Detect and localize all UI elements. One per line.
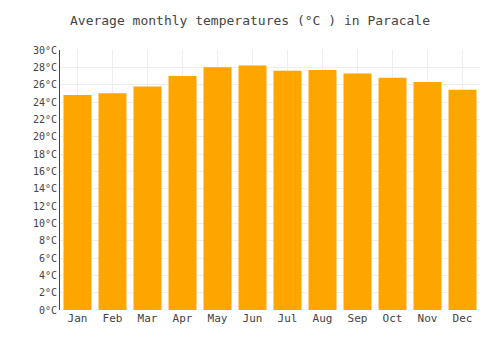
svg-text:30°C: 30°C [33,45,57,56]
svg-text:14°C: 14°C [33,183,57,194]
svg-text:20°C: 20°C [33,131,57,142]
svg-text:Jan: Jan [68,312,88,325]
svg-text:Average monthly temperatures (: Average monthly temperatures (°C ) in Pa… [70,13,430,28]
svg-text:18°C: 18°C [33,149,57,160]
svg-text:8°C: 8°C [39,235,57,246]
svg-text:4°C: 4°C [39,270,57,281]
svg-text:Sep: Sep [348,312,368,325]
svg-text:Dec: Dec [453,312,473,325]
svg-text:Mar: Mar [138,312,158,325]
svg-text:24°C: 24°C [33,97,57,108]
svg-text:12°C: 12°C [33,201,57,212]
svg-text:Feb: Feb [103,312,123,325]
svg-text:Oct: Oct [383,312,403,325]
svg-text:Nov: Nov [418,312,438,325]
svg-text:6°C: 6°C [39,253,57,264]
svg-text:Jun: Jun [243,312,263,325]
svg-text:Jul: Jul [278,312,298,325]
svg-text:16°C: 16°C [33,166,57,177]
svg-text:28°C: 28°C [33,62,57,73]
svg-text:Apr: Apr [173,312,193,325]
svg-text:22°C: 22°C [33,114,57,125]
svg-text:May: May [208,312,228,325]
svg-text:0°C: 0°C [39,305,57,316]
svg-text:Aug: Aug [313,312,333,325]
svg-text:2°C: 2°C [39,287,57,298]
svg-text:10°C: 10°C [33,218,57,229]
svg-text:26°C: 26°C [33,79,57,90]
